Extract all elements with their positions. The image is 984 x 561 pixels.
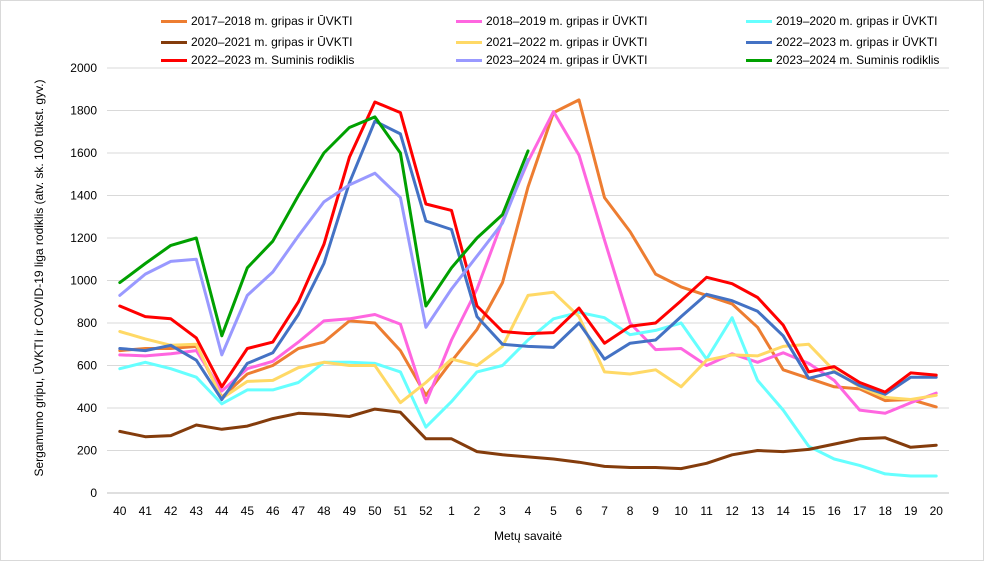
x-tick-label: 46 — [266, 504, 280, 518]
legend-label: 2017–2018 m. gripas ir ŪVKTI — [191, 14, 353, 28]
x-tick-label: 15 — [802, 504, 816, 518]
legend-swatch — [161, 40, 187, 44]
x-tick-label: 3 — [499, 504, 506, 518]
legend-label: 2023–2024 m. gripas ir ŪVKTI — [486, 53, 648, 67]
x-tick-label: 44 — [215, 504, 229, 518]
x-tick-label: 45 — [241, 504, 255, 518]
series-line-5 — [118, 119, 938, 401]
x-tick-label: 19 — [904, 504, 918, 518]
x-tick-label: 11 — [700, 504, 713, 518]
y-tick-label: 1000 — [70, 274, 97, 288]
legend-item-2022-2023-suminis: 2022–2023 m. Suminis rodiklis — [161, 52, 354, 68]
series-line-4 — [118, 290, 938, 405]
legend-swatch — [456, 58, 482, 62]
y-tick-label: 1600 — [70, 146, 97, 160]
x-tick-label: 14 — [776, 504, 790, 518]
series-line-6 — [118, 100, 938, 394]
y-tick-label: 400 — [77, 401, 97, 415]
legend-label: 2022–2023 m. gripas ir ŪVKTI — [776, 35, 938, 49]
x-tick-label: 52 — [419, 504, 433, 518]
x-tick-label: 6 — [576, 504, 583, 518]
legend-label: 2018–2019 m. gripas ir ŪVKTI — [486, 14, 648, 28]
x-tick-label: 13 — [751, 504, 765, 518]
y-tick-label: 800 — [77, 316, 97, 330]
x-tick-label: 4 — [525, 504, 532, 518]
x-tick-label: 8 — [627, 504, 634, 518]
y-tick-label: 1400 — [70, 189, 97, 203]
x-tick-label: 51 — [394, 504, 408, 518]
series-line-8 — [118, 115, 530, 338]
x-tick-label: 41 — [139, 504, 153, 518]
x-tick-label: 5 — [550, 504, 557, 518]
x-tick-label: 42 — [164, 504, 178, 518]
x-tick-label: 48 — [317, 504, 331, 518]
legend-item-2022-2023: 2022–2023 m. gripas ir ŪVKTI — [746, 34, 937, 50]
x-tick-label: 49 — [343, 504, 357, 518]
x-tick-label: 1 — [448, 504, 455, 518]
x-tick-label: 10 — [674, 504, 688, 518]
y-tick-label: 2000 — [70, 61, 97, 75]
x-tick-label: 7 — [601, 504, 608, 518]
x-axis-title: Metų savaitė — [493, 529, 563, 543]
x-tick-label: 9 — [652, 504, 659, 518]
legend-label: 2020–2021 m. gripas ir ŪVKTI — [191, 35, 353, 49]
legend-swatch — [746, 40, 772, 44]
legend-item-2020-2021: 2020–2021 m. gripas ir ŪVKTI — [161, 34, 352, 50]
x-tick-label: 47 — [292, 504, 306, 518]
legend-item-2023-2024: 2023–2024 m. gripas ir ŪVKTI — [456, 52, 647, 68]
x-tick-label: 40 — [113, 504, 127, 518]
y-tick-label: 600 — [77, 359, 97, 373]
legend-item-2023-2024-suminis: 2023–2024 m. Suminis rodiklis — [746, 52, 939, 68]
legend-swatch — [456, 19, 482, 23]
x-tick-label: 12 — [725, 504, 739, 518]
series-line-2 — [118, 310, 938, 478]
x-tick-label: 20 — [930, 504, 944, 518]
legend-swatch — [746, 19, 772, 23]
x-tick-label: 16 — [828, 504, 842, 518]
y-tick-label: 1800 — [70, 104, 97, 118]
legend-swatch — [746, 58, 772, 62]
series-line-3 — [118, 407, 938, 471]
y-tick-label: 1200 — [70, 231, 97, 245]
x-tick-label: 2 — [474, 504, 481, 518]
legend-swatch — [456, 40, 482, 44]
y-tick-label: 0 — [90, 486, 97, 500]
legend-label: 2022–2023 m. Suminis rodiklis — [191, 53, 355, 67]
series-line-0 — [118, 98, 938, 409]
x-tick-label: 18 — [879, 504, 893, 518]
legend-item-2018-2019: 2018–2019 m. gripas ir ŪVKTI — [456, 13, 647, 29]
legend-item-2019-2020: 2019–2020 m. gripas ir ŪVKTI — [746, 13, 937, 29]
legend-label: 2023–2024 m. Suminis rodiklis — [776, 53, 940, 67]
x-tick-label: 50 — [368, 504, 382, 518]
y-tick-label: 200 — [77, 444, 97, 458]
series-line-7 — [118, 157, 530, 357]
legend-item-2021-2022: 2021–2022 m. gripas ir ŪVKTI — [456, 34, 647, 50]
x-tick-label: 17 — [853, 504, 867, 518]
legend-swatch — [161, 58, 187, 62]
legend-item-2017-2018: 2017–2018 m. gripas ir ŪVKTI — [161, 13, 352, 29]
legend-label: 2021–2022 m. gripas ir ŪVKTI — [486, 35, 648, 49]
x-tick-label: 43 — [190, 504, 204, 518]
legend-swatch — [161, 19, 187, 23]
legend-label: 2019–2020 m. gripas ir ŪVKTI — [776, 14, 938, 28]
